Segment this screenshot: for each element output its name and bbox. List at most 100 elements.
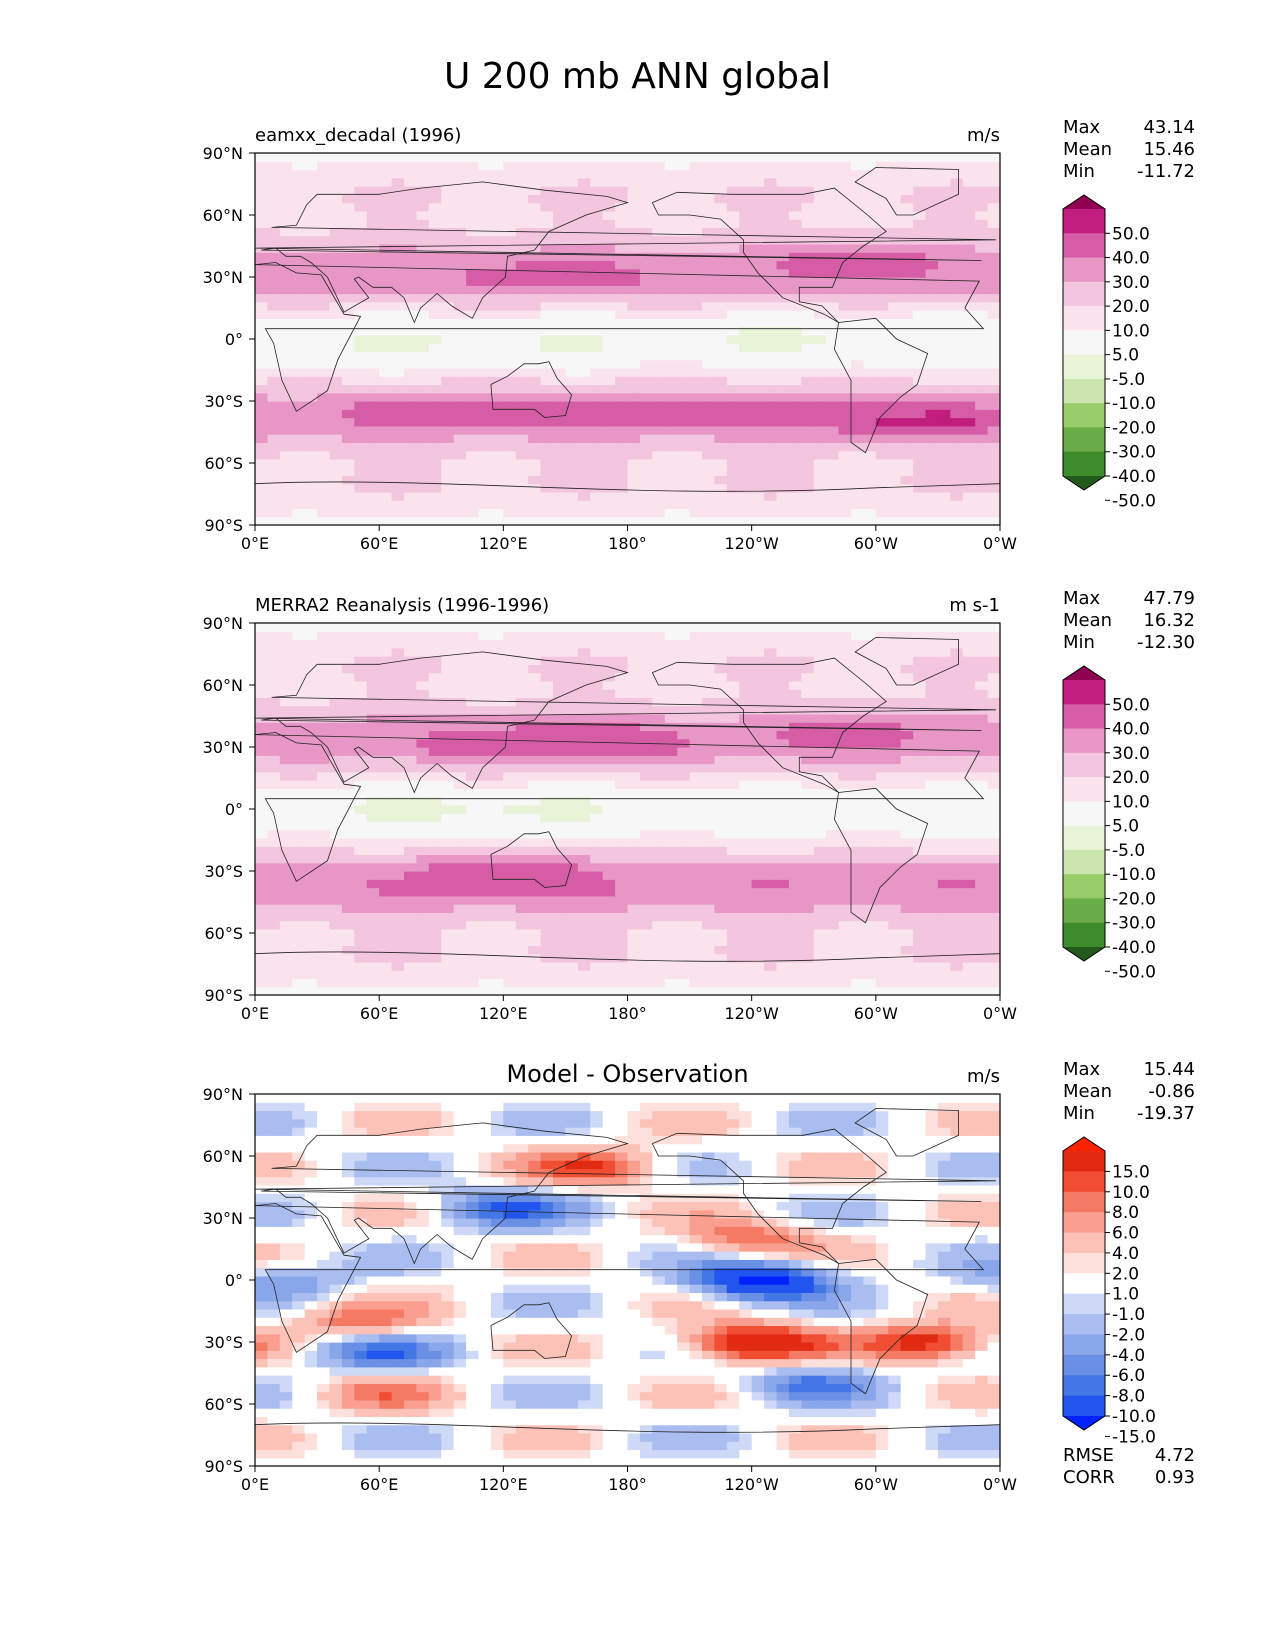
field-cell: [453, 771, 467, 781]
field-cell: [726, 804, 740, 814]
field-cell: [826, 376, 840, 386]
field-cell: [875, 326, 889, 336]
field-cell: [788, 945, 802, 955]
field-cell: [292, 862, 306, 872]
field-cell: [925, 491, 939, 501]
field-cell: [565, 450, 579, 460]
field-cell: [863, 367, 877, 377]
field-cell: [565, 186, 579, 195]
field-cell: [851, 458, 865, 468]
field-cell: [937, 277, 951, 286]
field-cell: [627, 326, 641, 336]
field-cell: [987, 467, 1000, 476]
field-cell: [975, 738, 989, 748]
field-cell: [590, 887, 604, 897]
field-cell: [615, 837, 629, 847]
field-cell: [453, 343, 467, 352]
field-cell: [428, 351, 442, 361]
field-cell: [838, 153, 852, 162]
field-cell: [292, 689, 306, 698]
field-cell: [515, 409, 529, 419]
field-cell: [590, 516, 604, 525]
field-cell: [590, 301, 604, 311]
field-cell: [677, 425, 691, 435]
field-cell: [279, 771, 293, 781]
field-cell: [702, 425, 716, 435]
field-cell: [615, 285, 629, 295]
field-cell: [341, 458, 355, 468]
field-cell: [689, 219, 703, 228]
field-cell: [975, 268, 989, 278]
field-cell: [925, 508, 939, 518]
field-cell: [255, 310, 269, 319]
field-cell: [925, 871, 939, 880]
field-cell: [826, 813, 840, 822]
field-cell: [317, 177, 331, 187]
field-cell: [975, 895, 989, 905]
field-cell: [925, 227, 939, 237]
field-cell: [366, 169, 380, 179]
field-cell: [404, 887, 418, 897]
field-cell: [776, 904, 790, 913]
field-cell: [801, 401, 815, 410]
field-cell: [788, 904, 802, 913]
field-cell: [441, 771, 455, 781]
field-cell: [639, 821, 653, 831]
field-cell: [801, 367, 815, 377]
field-cell: [453, 780, 467, 789]
field-cell: [490, 310, 504, 319]
field-cell: [490, 804, 504, 814]
field-cell: [565, 384, 579, 394]
field-cell: [577, 986, 591, 995]
field-cell: [639, 210, 653, 220]
field-cell: [255, 516, 269, 525]
field-cell: [441, 450, 455, 460]
field-cell: [987, 243, 1000, 253]
field-cell: [304, 293, 318, 303]
field-cell: [304, 343, 318, 352]
field-cell: [354, 417, 368, 427]
field-cell: [441, 730, 455, 740]
field-cell: [987, 953, 1000, 963]
field-cell: [751, 458, 765, 468]
field-cell: [528, 277, 542, 286]
field-cell: [739, 829, 753, 839]
field-cell: [503, 260, 517, 270]
x-tick-label: 120°E: [479, 534, 528, 553]
field-cell: [255, 689, 269, 698]
field-cell: [391, 210, 405, 220]
field-cell: [490, 417, 504, 427]
field-cell: [900, 879, 914, 889]
field-cell: [577, 755, 591, 765]
field-cell: [962, 376, 976, 386]
field-cell: [304, 763, 318, 773]
field-cell: [689, 277, 703, 286]
field-cell: [490, 516, 504, 525]
field-cell: [826, 450, 840, 460]
field-cell: [714, 937, 728, 946]
field-cell: [652, 953, 666, 963]
field-cell: [950, 186, 964, 195]
field-cell: [453, 219, 467, 228]
field-cell: [652, 219, 666, 228]
field-cell: [329, 285, 343, 295]
field-cell: [416, 310, 430, 319]
field-cell: [875, 986, 889, 995]
field-cell: [975, 227, 989, 237]
field-cell: [304, 747, 318, 756]
field-cell: [813, 871, 827, 880]
field-cell: [453, 401, 467, 410]
field-cell: [788, 788, 802, 798]
field-cell: [851, 508, 865, 518]
field-cell: [478, 285, 492, 295]
field-cell: [379, 887, 393, 897]
field-cell: [937, 260, 951, 270]
field-cell: [478, 895, 492, 905]
field-cell: [329, 425, 343, 435]
field-cell: [677, 879, 691, 889]
field-cell: [354, 920, 368, 930]
field-cell: [975, 887, 989, 897]
field-cell: [329, 260, 343, 270]
field-cell: [888, 730, 902, 740]
field-cell: [751, 351, 765, 361]
